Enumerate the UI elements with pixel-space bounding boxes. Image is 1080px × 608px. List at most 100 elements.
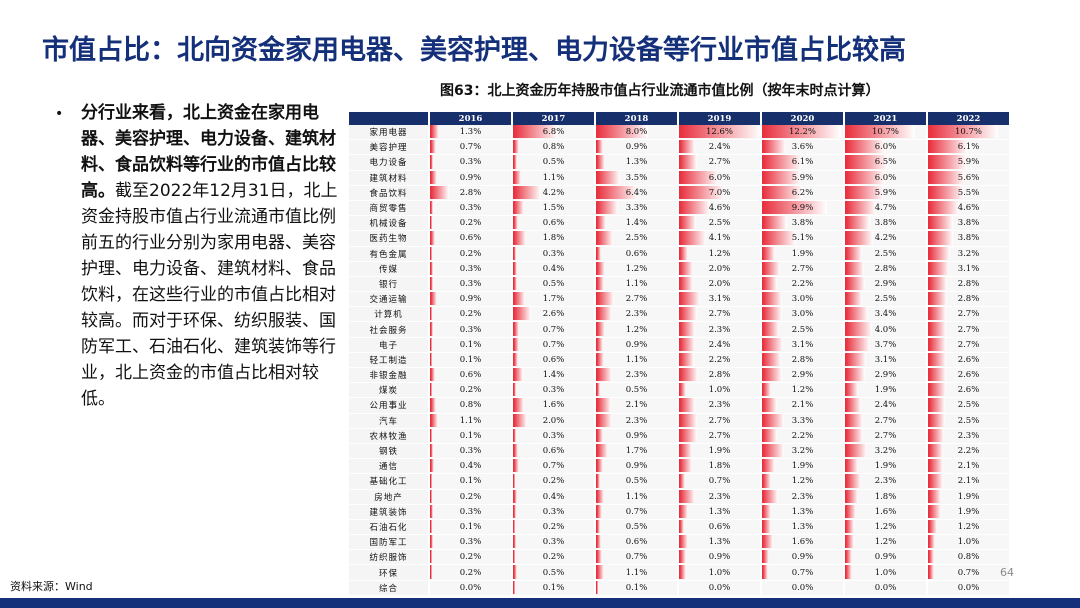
value-bar bbox=[430, 322, 433, 336]
heatmap-cell: 3.0% bbox=[761, 291, 845, 308]
heatmap-cell: 3.2% bbox=[761, 443, 845, 460]
table-row: 通信 0.4% 0.7% 0.9% 1.8% 1.9% 1.9% 2.1% bbox=[349, 458, 1011, 475]
summary-text: 分行业来看，北上资金在家用电器、美容护理、电力设备、建筑材料、食品饮料等行业的市… bbox=[81, 100, 345, 412]
value-bar bbox=[513, 185, 541, 199]
value-bar bbox=[928, 185, 965, 199]
value-label: 1.1% bbox=[625, 567, 648, 578]
value-label: 2.6% bbox=[542, 309, 565, 320]
value-bar bbox=[679, 155, 698, 169]
value-bar bbox=[679, 185, 726, 199]
table-row: 食品饮料 2.8% 4.2% 6.4% 7.0% 6.2% 5.9% 5.5% bbox=[349, 185, 1011, 201]
heatmap-cell: 2.3% bbox=[844, 473, 928, 490]
value-bar bbox=[928, 337, 947, 351]
value-label: 0.3% bbox=[459, 537, 482, 548]
value-bar bbox=[513, 383, 516, 397]
heatmap-cell: 2.8% bbox=[844, 261, 928, 277]
heatmap-cell: 5.9% bbox=[844, 185, 928, 201]
value-label: 1.9% bbox=[791, 461, 814, 472]
heatmap-cell: 0.2% bbox=[429, 382, 513, 399]
value-label: 0.3% bbox=[542, 537, 565, 548]
value-bar bbox=[679, 474, 685, 488]
value-label: 3.1% bbox=[874, 354, 897, 365]
value-bar bbox=[762, 413, 785, 427]
value-bar bbox=[928, 474, 943, 488]
heatmap-cell: 3.0% bbox=[761, 306, 845, 323]
heatmap-cell: 1.2% bbox=[678, 246, 762, 262]
value-bar bbox=[928, 535, 936, 549]
value-label: 2.5% bbox=[874, 294, 897, 305]
heatmap-cell: 0.7% bbox=[927, 564, 1011, 581]
heatmap-cell: 3.1% bbox=[678, 291, 762, 308]
value-label: 12.6% bbox=[705, 127, 733, 138]
value-label: 6.1% bbox=[957, 142, 980, 153]
value-bar bbox=[596, 231, 614, 245]
value-bar bbox=[928, 276, 947, 291]
heatmap-cell: 2.9% bbox=[844, 367, 928, 384]
value-bar bbox=[845, 337, 870, 351]
heatmap-cell: 9.9% bbox=[761, 200, 845, 217]
heatmap-cell: 1.9% bbox=[761, 246, 845, 262]
value-bar bbox=[762, 550, 769, 564]
value-bar bbox=[513, 474, 516, 488]
value-bar bbox=[762, 216, 788, 230]
industry-label: 传媒 bbox=[349, 261, 430, 277]
value-bar bbox=[762, 489, 778, 503]
table-row: 交通运输 0.9% 1.7% 2.7% 3.1% 3.0% 2.5% 2.8% bbox=[349, 291, 1011, 308]
value-bar bbox=[430, 383, 433, 397]
value-label: 0.2% bbox=[459, 309, 482, 320]
value-bar bbox=[430, 231, 435, 245]
value-label: 1.3% bbox=[708, 506, 731, 517]
industry-label: 通信 bbox=[349, 458, 430, 475]
heatmap-cell: 3.8% bbox=[927, 230, 1011, 247]
heatmap-cell: 0.1% bbox=[512, 580, 596, 596]
year-header: 2019 bbox=[678, 112, 762, 125]
value-label: 0.8% bbox=[459, 400, 482, 411]
value-bar bbox=[762, 535, 774, 549]
industry-label: 房地产 bbox=[349, 489, 430, 505]
industry-label: 社会服务 bbox=[349, 321, 430, 338]
value-label: 0.7% bbox=[542, 324, 565, 335]
value-bar bbox=[679, 489, 695, 503]
value-label: 2.1% bbox=[957, 476, 980, 487]
value-label: 2.9% bbox=[874, 370, 897, 381]
heatmap-cell: 2.7% bbox=[844, 413, 928, 429]
industry-label: 轻工制造 bbox=[349, 352, 430, 369]
value-label: 0.9% bbox=[791, 552, 814, 563]
heatmap-cell: 3.1% bbox=[761, 337, 845, 353]
heatmap-cell: 0.3% bbox=[512, 428, 596, 444]
value-bar bbox=[845, 170, 885, 184]
heatmap-cell: 0.2% bbox=[512, 519, 596, 536]
value-bar bbox=[513, 352, 518, 366]
heatmap-cell: 2.1% bbox=[761, 397, 845, 414]
heatmap-cell: 2.5% bbox=[844, 291, 928, 308]
value-label: 5.5% bbox=[957, 187, 980, 198]
heatmap-cell: 1.7% bbox=[512, 291, 596, 308]
value-label: 0.7% bbox=[625, 506, 648, 517]
heatmap-cell: 1.7% bbox=[595, 443, 679, 460]
value-bar bbox=[430, 504, 433, 518]
value-label: 1.1% bbox=[459, 415, 482, 426]
value-bar bbox=[596, 413, 612, 427]
value-bar bbox=[928, 368, 946, 382]
value-bar bbox=[762, 352, 781, 366]
heatmap-cell: 0.5% bbox=[512, 154, 596, 171]
value-bar bbox=[762, 125, 842, 139]
heatmap-cell: 1.2% bbox=[595, 321, 679, 338]
value-label: 3.1% bbox=[791, 339, 814, 350]
heatmap-cell: 2.4% bbox=[844, 397, 928, 414]
value-label: 1.2% bbox=[791, 385, 814, 396]
heatmap-header-row: 2016 2017 2018 2019 2020 2021 2022 bbox=[349, 112, 1011, 125]
industry-label: 农林牧渔 bbox=[349, 428, 430, 444]
heatmap-cell: 3.8% bbox=[927, 215, 1011, 232]
value-bar bbox=[513, 276, 518, 291]
value-label: 4.2% bbox=[874, 233, 897, 244]
value-bar bbox=[845, 398, 862, 412]
value-bar bbox=[430, 337, 432, 351]
heatmap-cell: 4.6% bbox=[927, 200, 1011, 217]
heatmap-cell: 0.9% bbox=[595, 139, 679, 156]
value-label: 0.2% bbox=[542, 521, 565, 532]
industry-label: 食品饮料 bbox=[349, 185, 430, 201]
heatmap-cell: 1.3% bbox=[678, 534, 762, 551]
table-row: 建筑装饰 0.3% 0.3% 0.7% 1.3% 1.3% 1.6% 1.9% bbox=[349, 504, 1011, 520]
value-label: 0.0% bbox=[874, 582, 897, 593]
